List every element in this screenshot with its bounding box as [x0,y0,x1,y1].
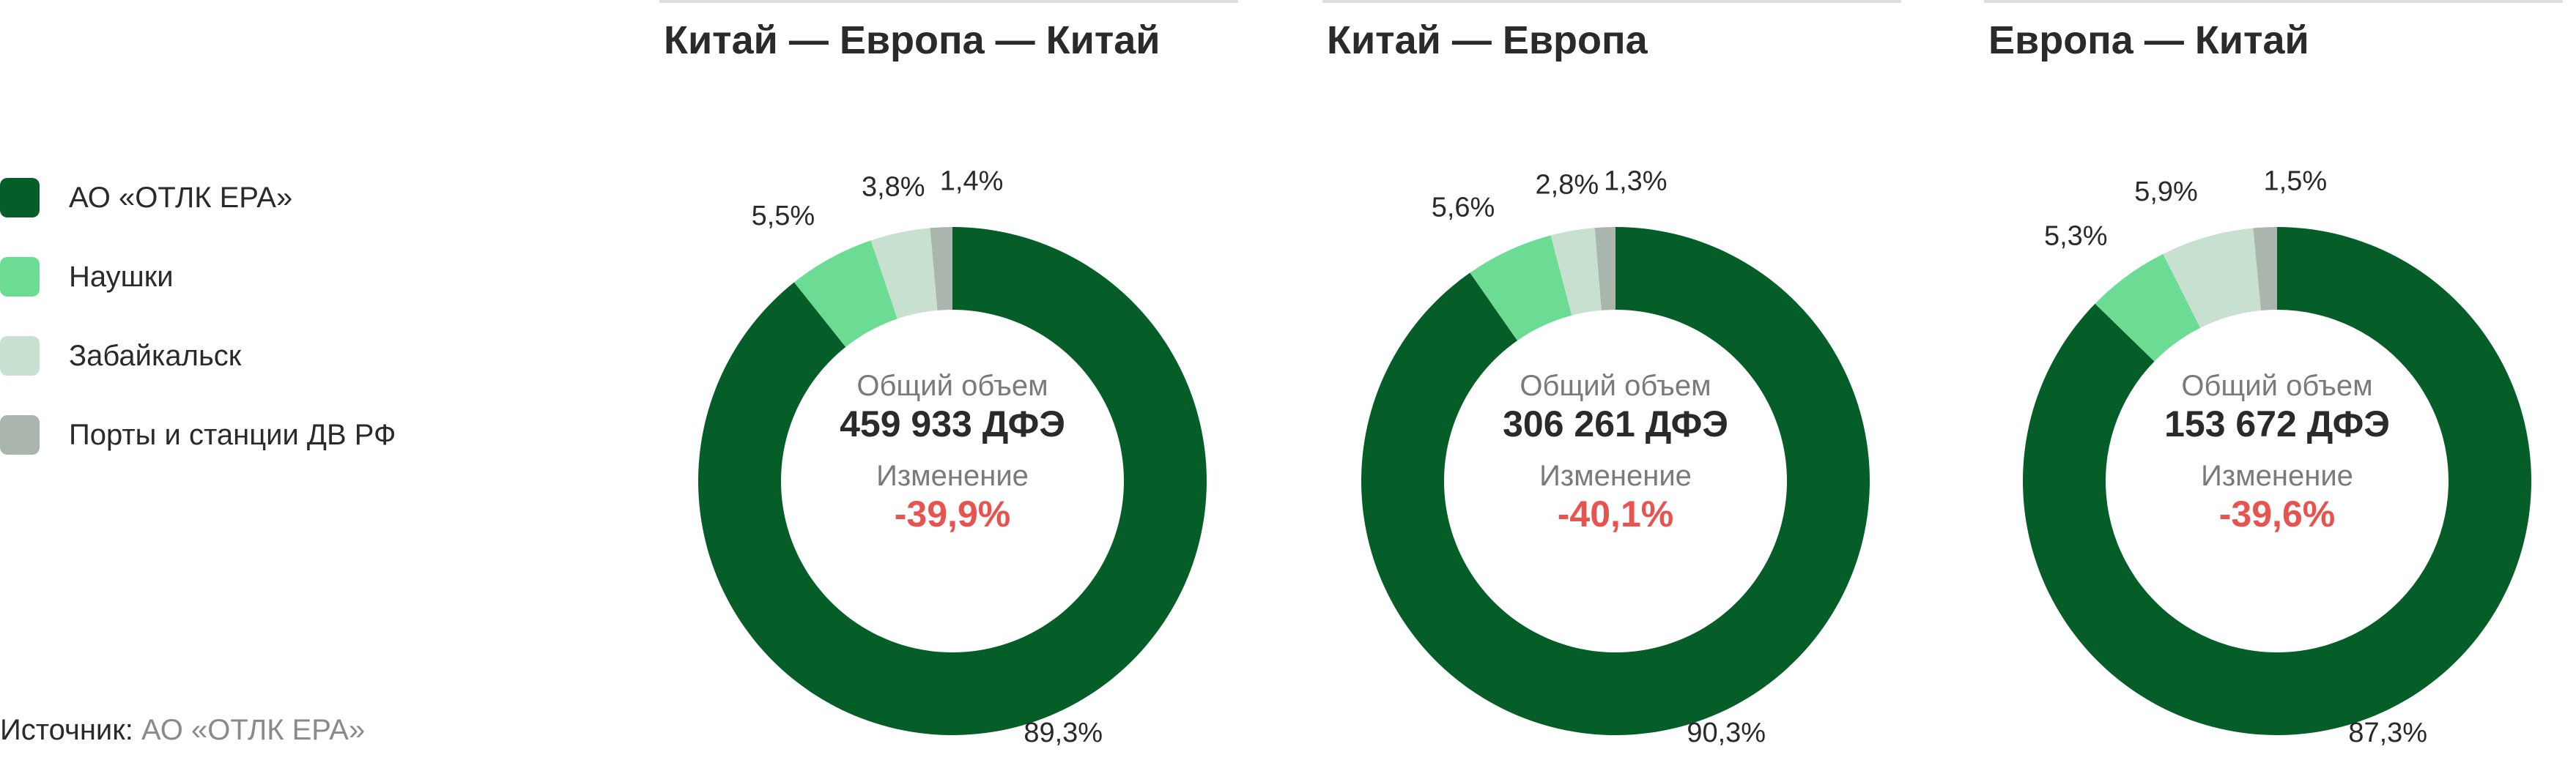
legend: АО «ОТЛК ЕРА» Наушки Забайкальск Порты и… [0,176,513,492]
slice-zabaikalsk [870,228,938,319]
donut-center: Общий объем 153 672 ДФЭ Изменение -39,6% [1984,370,2570,535]
chart-title: Европа — Китай [1988,18,2309,62]
donut-chart: 90,3% 5,6% 2,8% 1,3% [1361,165,1870,748]
legend-label-zabaikalsk: Забайкальск [69,339,242,372]
legend-swatch-zabaikalsk [0,336,40,376]
slice-label-ports: 1,3% [1604,165,1668,196]
chart-top-divider [1984,0,2563,3]
change-value: -40,1% [1557,494,1674,535]
slice-label-naushki: 5,3% [2044,221,2108,252]
chart-china-europe: Китай — Европа 90,3% 5,6% 2,8% 1,3% Общий о… [1322,0,1909,782]
slice-zabaikalsk [2163,228,2261,328]
chart-europe-china: Европа — Китай 87,3% 5,3% 5,9% 1,5% Общий о… [1984,0,2570,782]
legend-item-naushki: Наушки [0,255,513,299]
legend-item-otlk-era: АО «ОТЛК ЕРА» [0,176,513,220]
legend-item-ports: Порты и станции ДВ РФ [0,413,513,457]
total-volume-value: 153 672 ДФЭ [2164,403,2390,444]
change-value: -39,6% [2218,494,2336,535]
total-volume-value: 306 261 ДФЭ [1503,403,1728,444]
legend-swatch-naushki [0,257,40,297]
change-value: -39,9% [894,494,1011,535]
donut-chart: 89,3% 5,5% 3,8% 1,4% [697,165,1207,748]
donut-chart: 87,3% 5,3% 5,9% 1,5% [2023,165,2531,748]
slice-label-zabaikalsk: 2,8% [1536,170,1599,201]
source-label: Источник: [0,714,133,746]
legend-label-ports: Порты и станции ДВ РФ [69,418,396,451]
total-volume-value: 459 933 ДФЭ [840,403,1065,444]
slice-label-zabaikalsk: 5,9% [2134,176,2198,207]
slice-label-naushki: 5,5% [752,201,815,231]
change-label: Изменение [1539,460,1692,492]
chart-top-divider [1322,0,1901,3]
slice-ports [1594,227,1615,310]
chart-china-europe-china: Китай — Европа — Китай 89,3% 5,5% 3,8% 1,4%… [659,0,1246,782]
source-value: АО «ОТЛК ЕРА» [141,714,366,746]
change-label: Изменение [2201,460,2353,492]
chart-top-divider [659,0,1238,3]
change-label: Изменение [876,460,1029,492]
total-volume-label: Общий объем [856,370,1048,402]
slice-naushki [793,240,897,347]
slice-otlk-era [1361,227,1870,735]
legend-swatch-ports [0,415,40,455]
slice-label-ports: 1,5% [2264,165,2328,196]
legend-swatch-otlk-era [0,178,40,217]
slice-ports [2253,227,2277,311]
total-volume-label: Общий объем [1520,370,1711,402]
slice-ports [930,227,952,310]
slice-naushki [1470,235,1572,341]
donut-center: Общий объем 459 933 ДФЭ Изменение -39,9% [659,370,1246,535]
slice-otlk-era [697,227,1207,735]
slice-label-ports: 1,4% [940,165,1004,196]
legend-item-zabaikalsk: Забайкальск [0,334,513,378]
slice-label-naushki: 5,6% [1432,192,1495,223]
legend-label-naushki: Наушки [69,260,174,293]
chart-title: Китай — Европа — Китай [664,18,1161,62]
total-volume-label: Общий объем [2181,370,2373,402]
slice-label-otlk-era: 89,3% [1024,718,1103,748]
legend-label-otlk-era: АО «ОТЛК ЕРА» [69,181,293,214]
chart-title: Китай — Европа [1327,18,1648,62]
slice-naushki [2095,253,2201,362]
donut-center: Общий объем 306 261 ДФЭ Изменение -40,1% [1322,370,1909,535]
source-note: Источник: АО «ОТЛК ЕРА» [0,714,365,747]
slice-otlk-era [2023,227,2531,736]
slice-label-otlk-era: 87,3% [2348,718,2427,748]
slice-zabaikalsk [1550,228,1602,316]
slice-label-otlk-era: 90,3% [1687,718,1766,748]
slice-label-zabaikalsk: 3,8% [862,171,925,202]
